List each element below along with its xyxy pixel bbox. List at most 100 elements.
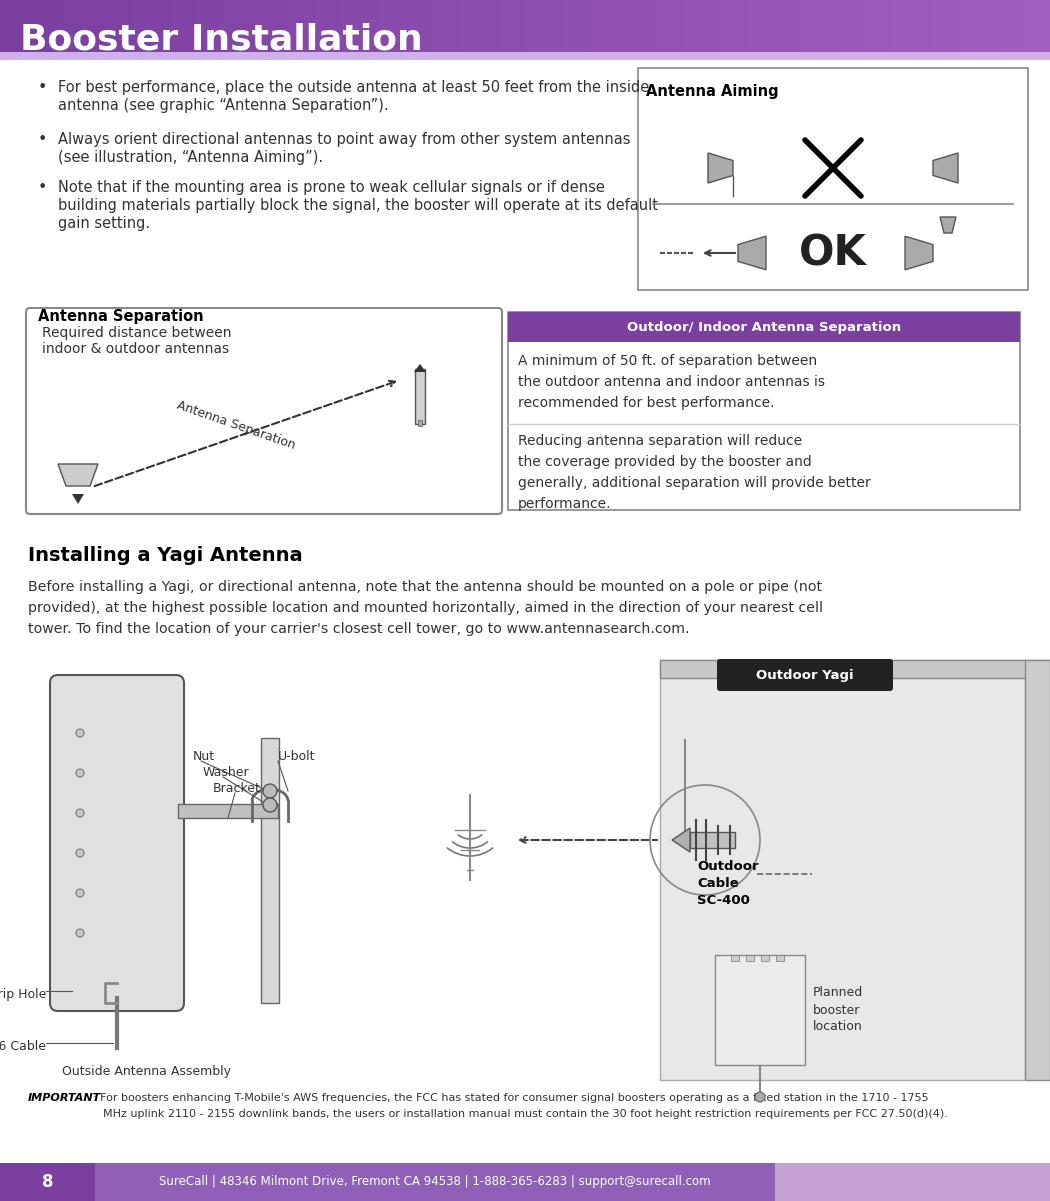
- Text: OK: OK: [799, 232, 867, 274]
- Circle shape: [262, 797, 277, 812]
- Bar: [932, 0, 946, 52]
- Bar: [472, 0, 486, 52]
- Bar: [551, 0, 565, 52]
- Text: Installing a Yagi Antenna: Installing a Yagi Antenna: [28, 546, 302, 564]
- Bar: [690, 832, 735, 848]
- FancyBboxPatch shape: [715, 955, 805, 1065]
- Bar: [446, 0, 460, 52]
- Text: IMPORTANT: IMPORTANT: [28, 1093, 101, 1103]
- Circle shape: [76, 809, 84, 817]
- Bar: [660, 661, 1025, 1080]
- Bar: [905, 0, 920, 52]
- Bar: [748, 0, 762, 52]
- Bar: [262, 0, 276, 52]
- Circle shape: [76, 769, 84, 777]
- Text: Outside Antenna Assembly: Outside Antenna Assembly: [63, 1065, 231, 1078]
- Bar: [94, 1163, 775, 1201]
- Text: •: •: [38, 132, 46, 147]
- Bar: [735, 0, 749, 52]
- Bar: [776, 955, 784, 961]
- Bar: [184, 0, 197, 52]
- Bar: [880, 0, 894, 52]
- Text: Booster Installation: Booster Installation: [20, 23, 423, 56]
- Bar: [261, 737, 279, 1003]
- Text: •: •: [38, 80, 46, 95]
- Bar: [866, 0, 880, 52]
- Bar: [197, 0, 211, 52]
- Bar: [460, 0, 474, 52]
- Bar: [415, 369, 425, 424]
- Bar: [945, 0, 959, 52]
- Bar: [418, 420, 422, 426]
- Text: Nut: Nut: [193, 749, 215, 763]
- Text: Planned
booster
location: Planned booster location: [813, 986, 863, 1034]
- Bar: [289, 0, 302, 52]
- Bar: [355, 0, 369, 52]
- Bar: [800, 0, 815, 52]
- Polygon shape: [72, 494, 84, 504]
- Bar: [840, 0, 854, 52]
- FancyBboxPatch shape: [508, 312, 1020, 510]
- Text: Outdoor/ Indoor Antenna Separation: Outdoor/ Indoor Antenna Separation: [627, 321, 901, 334]
- Text: Antenna Aiming: Antenna Aiming: [646, 84, 779, 98]
- Bar: [1024, 0, 1037, 52]
- Bar: [656, 0, 670, 52]
- Bar: [223, 0, 237, 52]
- Bar: [709, 0, 722, 52]
- Bar: [0, 0, 14, 52]
- Bar: [380, 0, 395, 52]
- Bar: [250, 0, 264, 52]
- FancyBboxPatch shape: [717, 659, 892, 691]
- Text: U-bolt: U-bolt: [278, 749, 315, 763]
- Text: •: •: [38, 180, 46, 195]
- Bar: [315, 0, 329, 52]
- Polygon shape: [708, 153, 733, 183]
- Bar: [814, 0, 827, 52]
- FancyBboxPatch shape: [50, 675, 184, 1011]
- Bar: [105, 0, 119, 52]
- Text: Outdoor Yagi: Outdoor Yagi: [756, 669, 854, 681]
- Bar: [65, 0, 80, 52]
- Text: gain setting.: gain setting.: [58, 216, 150, 231]
- Bar: [302, 0, 316, 52]
- Bar: [775, 1163, 1050, 1201]
- Bar: [853, 0, 867, 52]
- Circle shape: [76, 889, 84, 897]
- Text: A minimum of 50 ft. of separation between
the outdoor antenna and indoor antenna: A minimum of 50 ft. of separation betwee…: [518, 354, 825, 411]
- Bar: [210, 0, 224, 52]
- Text: RG6 Cable: RG6 Cable: [0, 1040, 46, 1053]
- Circle shape: [262, 784, 277, 797]
- Bar: [118, 0, 132, 52]
- Bar: [775, 0, 789, 52]
- Text: Before installing a Yagi, or directional antenna, note that the antenna should b: Before installing a Yagi, or directional…: [28, 580, 823, 637]
- Bar: [178, 803, 278, 818]
- Text: : For boosters enhancing T-Mobile's AWS frequencies, the FCC has stated for cons: : For boosters enhancing T-Mobile's AWS …: [93, 1093, 928, 1103]
- Polygon shape: [738, 237, 766, 270]
- Bar: [236, 0, 250, 52]
- Bar: [341, 0, 355, 52]
- Text: Antenna Separation: Antenna Separation: [38, 309, 204, 324]
- Bar: [761, 0, 775, 52]
- Text: antenna (see graphic “Antenna Separation”).: antenna (see graphic “Antenna Separation…: [58, 98, 388, 113]
- Polygon shape: [933, 153, 958, 183]
- Bar: [892, 0, 906, 52]
- FancyBboxPatch shape: [638, 68, 1028, 289]
- Text: SureCall | 48346 Milmont Drive, Fremont CA 94538 | 1-888-365-6283 | support@sure: SureCall | 48346 Milmont Drive, Fremont …: [160, 1176, 711, 1189]
- Bar: [508, 312, 1020, 342]
- Bar: [525, 0, 539, 52]
- Bar: [985, 0, 999, 52]
- Bar: [578, 0, 591, 52]
- Bar: [746, 955, 754, 961]
- Bar: [13, 0, 27, 52]
- Bar: [958, 0, 972, 52]
- Bar: [0, 1163, 94, 1201]
- Text: For best performance, place the outside antenna at least 50 feet from the inside: For best performance, place the outside …: [58, 80, 649, 95]
- Bar: [1037, 0, 1050, 52]
- Bar: [26, 0, 40, 52]
- Bar: [590, 0, 605, 52]
- Bar: [919, 0, 932, 52]
- Bar: [827, 0, 841, 52]
- Bar: [79, 0, 92, 52]
- Bar: [433, 0, 447, 52]
- Bar: [512, 0, 526, 52]
